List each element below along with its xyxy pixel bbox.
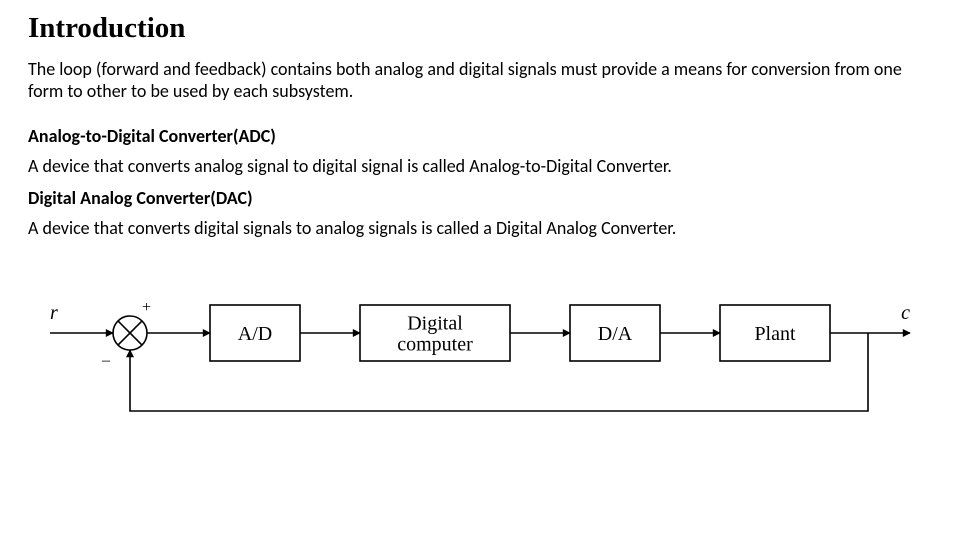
block-label-plant: Plant [754,323,796,345]
block-label-ad: A/D [238,323,272,345]
output-label: c [901,302,910,324]
plus-sign: + [142,299,151,316]
dac-heading: Digital Analog Converter(DAC) [28,187,932,209]
block-label-da: D/A [598,323,633,345]
block-diagram: r + – A/D Digitalcomputer D/A Plant c [28,273,932,433]
minus-sign: – [101,352,111,369]
dac-definition: A device that converts digital signals t… [28,217,932,239]
input-label: r [50,302,58,324]
block-label-comp: Digital [407,312,463,334]
page-title: Introduction [28,12,932,45]
block-diagram-svg: r + – A/D Digitalcomputer D/A Plant c [30,273,930,433]
intro-paragraph: The loop (forward and feedback) contains… [28,59,932,103]
page-root: Introduction The loop (forward and feedb… [0,0,960,433]
adc-definition: A device that converts analog signal to … [28,155,932,177]
block-label-comp: computer [397,333,473,355]
adc-heading: Analog-to-Digital Converter(ADC) [28,125,932,147]
